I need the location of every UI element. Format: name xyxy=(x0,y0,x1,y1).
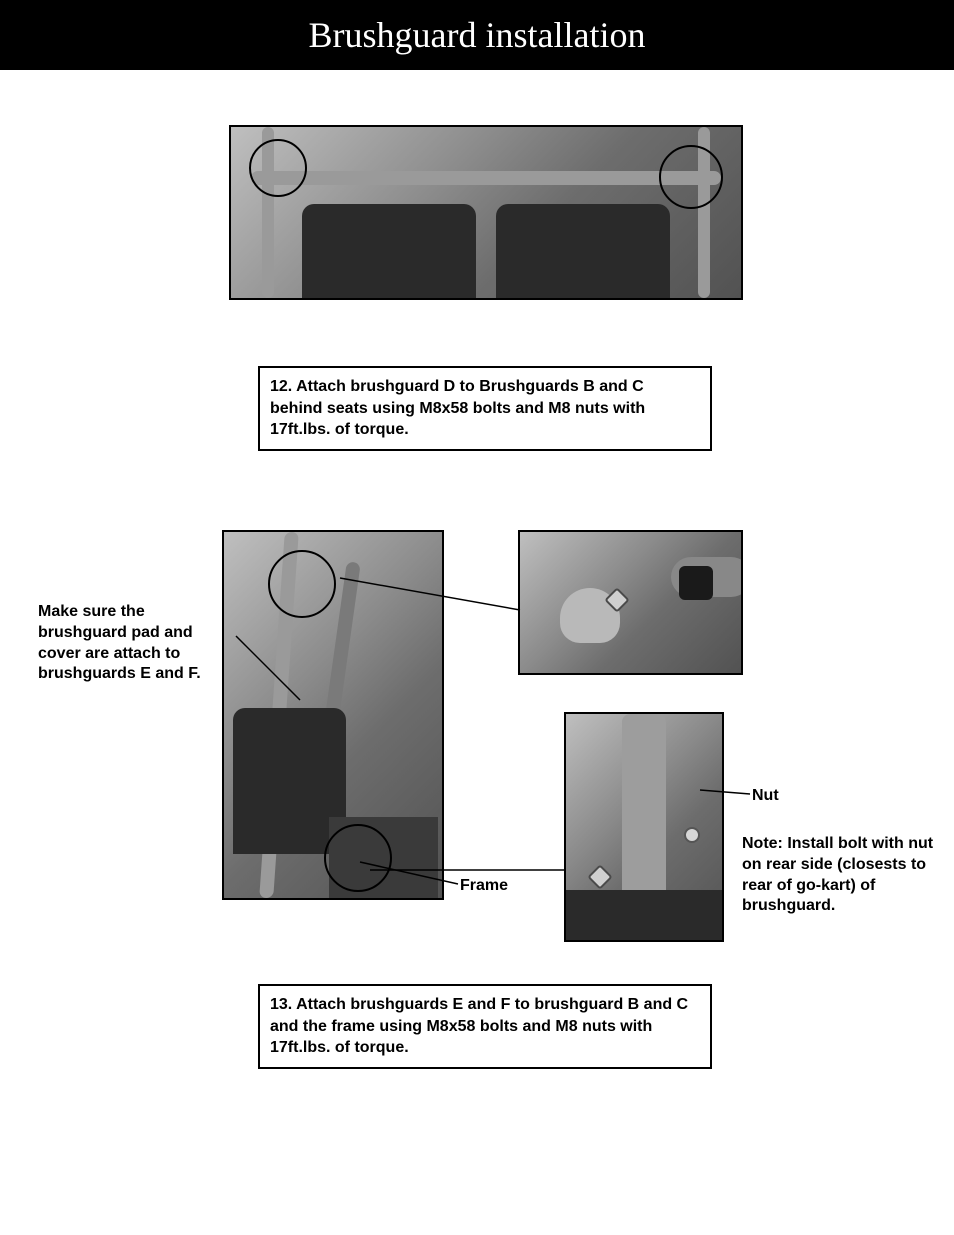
callout-fig-b-upper xyxy=(268,550,336,618)
callout-fig-b-lower xyxy=(324,824,392,892)
step-13: 13. Attach brushguards E and F to brushg… xyxy=(258,984,712,1069)
figure-c xyxy=(518,530,743,675)
callout-fig-a-left xyxy=(249,139,307,197)
figure-a xyxy=(229,125,743,300)
label-nut-text: Nut xyxy=(752,787,779,804)
title-bar: Brushguard installation xyxy=(0,0,954,70)
callout-fig-a-right xyxy=(659,145,723,209)
label-bolt-note-text: Note: Install bolt with nut on rear side… xyxy=(742,835,933,914)
label-bolt-note: Note: Install bolt with nut on rear side… xyxy=(742,834,942,917)
figure-a-photo xyxy=(231,127,741,298)
step-12: 12. Attach brushguard D to Brushguards B… xyxy=(258,366,712,451)
label-pad-note: Make sure the brushguard pad and cover a… xyxy=(38,602,238,685)
label-frame-text: Frame xyxy=(460,877,508,894)
figure-b xyxy=(222,530,444,900)
figure-d xyxy=(564,712,724,942)
label-nut: Nut xyxy=(752,786,812,807)
step-13-text: 13. Attach brushguards E and F to brushg… xyxy=(270,996,688,1056)
label-frame: Frame xyxy=(460,876,540,897)
label-pad-note-text: Make sure the brushguard pad and cover a… xyxy=(38,603,201,682)
figure-d-photo xyxy=(566,714,722,940)
figure-c-photo xyxy=(520,532,741,673)
page-title: Brushguard installation xyxy=(309,14,646,56)
step-12-text: 12. Attach brushguard D to Brushguards B… xyxy=(270,378,645,438)
